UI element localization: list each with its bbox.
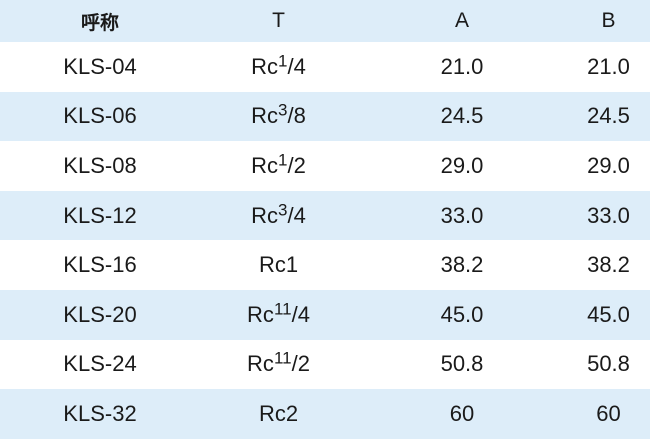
cell-thread: Rc1 xyxy=(200,240,357,290)
cell-name: KLS-06 xyxy=(63,103,137,129)
cell-a: 38.2 xyxy=(440,252,484,278)
header-b: B xyxy=(601,9,616,32)
header-row: 呼称 T A B xyxy=(0,0,650,42)
cell-b: 29.0 xyxy=(587,152,630,178)
header-a: A xyxy=(454,9,469,32)
thread-base: Rc1 xyxy=(258,252,299,278)
cell-b: 60 xyxy=(596,400,621,426)
cell-thread: Rc3/4 xyxy=(200,191,357,241)
thread-base: Rc xyxy=(247,351,274,377)
thread-rest: /2 xyxy=(287,152,306,178)
cell-thread: Rc11/4 xyxy=(200,290,357,340)
cell-name: KLS-08 xyxy=(63,152,137,178)
thread-rest: /8 xyxy=(287,103,306,129)
thread-rest: /2 xyxy=(291,351,310,377)
thread-base: Rc2 xyxy=(258,400,299,426)
cell-name: KLS-12 xyxy=(63,202,137,228)
cell-a: 29.0 xyxy=(440,152,484,178)
thread-base: Rc xyxy=(251,103,279,129)
cell-name: KLS-24 xyxy=(63,351,137,377)
cell-a: 33.0 xyxy=(440,202,484,228)
thread-sup: 11 xyxy=(273,299,292,319)
thread-sup: 3 xyxy=(278,100,288,120)
cell-b: 38.2 xyxy=(587,252,630,278)
thread-sup: 1 xyxy=(278,150,288,170)
thread-base: Rc xyxy=(251,202,279,228)
thread-sup: 3 xyxy=(278,199,288,219)
table-row: KLS-16 Rc1 38.2 38.2 xyxy=(0,240,650,290)
cell-name: KLS-16 xyxy=(63,252,137,278)
thread-rest: /4 xyxy=(291,301,310,327)
thread-base: Rc xyxy=(247,301,274,327)
table-row: KLS-06 Rc3/8 24.5 24.5 xyxy=(0,91,650,142)
cell-a: 21.0 xyxy=(440,53,484,79)
cell-a: 45.0 xyxy=(440,301,484,327)
thread-sup: 1 xyxy=(278,51,288,71)
cell-b: 45.0 xyxy=(587,301,630,327)
cell-name: KLS-20 xyxy=(63,301,137,327)
table-row: KLS-08 Rc1/2 29.0 29.0 xyxy=(0,141,650,191)
thread-sup: 11 xyxy=(273,348,292,368)
cell-a: 24.5 xyxy=(440,103,484,129)
header-name: 呼称 xyxy=(80,11,119,34)
thread-rest: /4 xyxy=(287,53,306,79)
cell-thread: Rc2 xyxy=(200,389,357,439)
cell-thread: Rc11/2 xyxy=(200,340,357,390)
cell-name: KLS-04 xyxy=(63,53,137,79)
table-row: KLS-04 Rc1/4 21.0 21.0 xyxy=(0,42,650,92)
cell-a: 60 xyxy=(449,400,475,426)
thread-rest: /4 xyxy=(287,202,306,228)
cell-thread: Rc1/4 xyxy=(200,42,357,92)
cell-b: 21.0 xyxy=(587,53,630,79)
table-row: KLS-24 Rc11/2 50.8 50.8 xyxy=(0,339,650,390)
table-row: KLS-32 Rc2 60 60 xyxy=(0,389,650,439)
thread-base: Rc xyxy=(251,53,279,79)
cell-name: KLS-32 xyxy=(63,400,137,426)
cell-a: 50.8 xyxy=(440,351,484,377)
cell-b: 33.0 xyxy=(587,202,630,228)
cell-thread: Rc1/2 xyxy=(200,141,357,191)
header-t: T xyxy=(272,9,285,32)
table-row: KLS-20 Rc11/4 45.0 45.0 xyxy=(0,289,650,340)
cell-b: 24.5 xyxy=(587,103,630,129)
table-row: KLS-12 Rc3/4 33.0 33.0 xyxy=(0,190,650,241)
cell-b: 50.8 xyxy=(587,351,630,377)
thread-base: Rc xyxy=(251,152,279,178)
cell-thread: Rc3/8 xyxy=(200,92,357,142)
